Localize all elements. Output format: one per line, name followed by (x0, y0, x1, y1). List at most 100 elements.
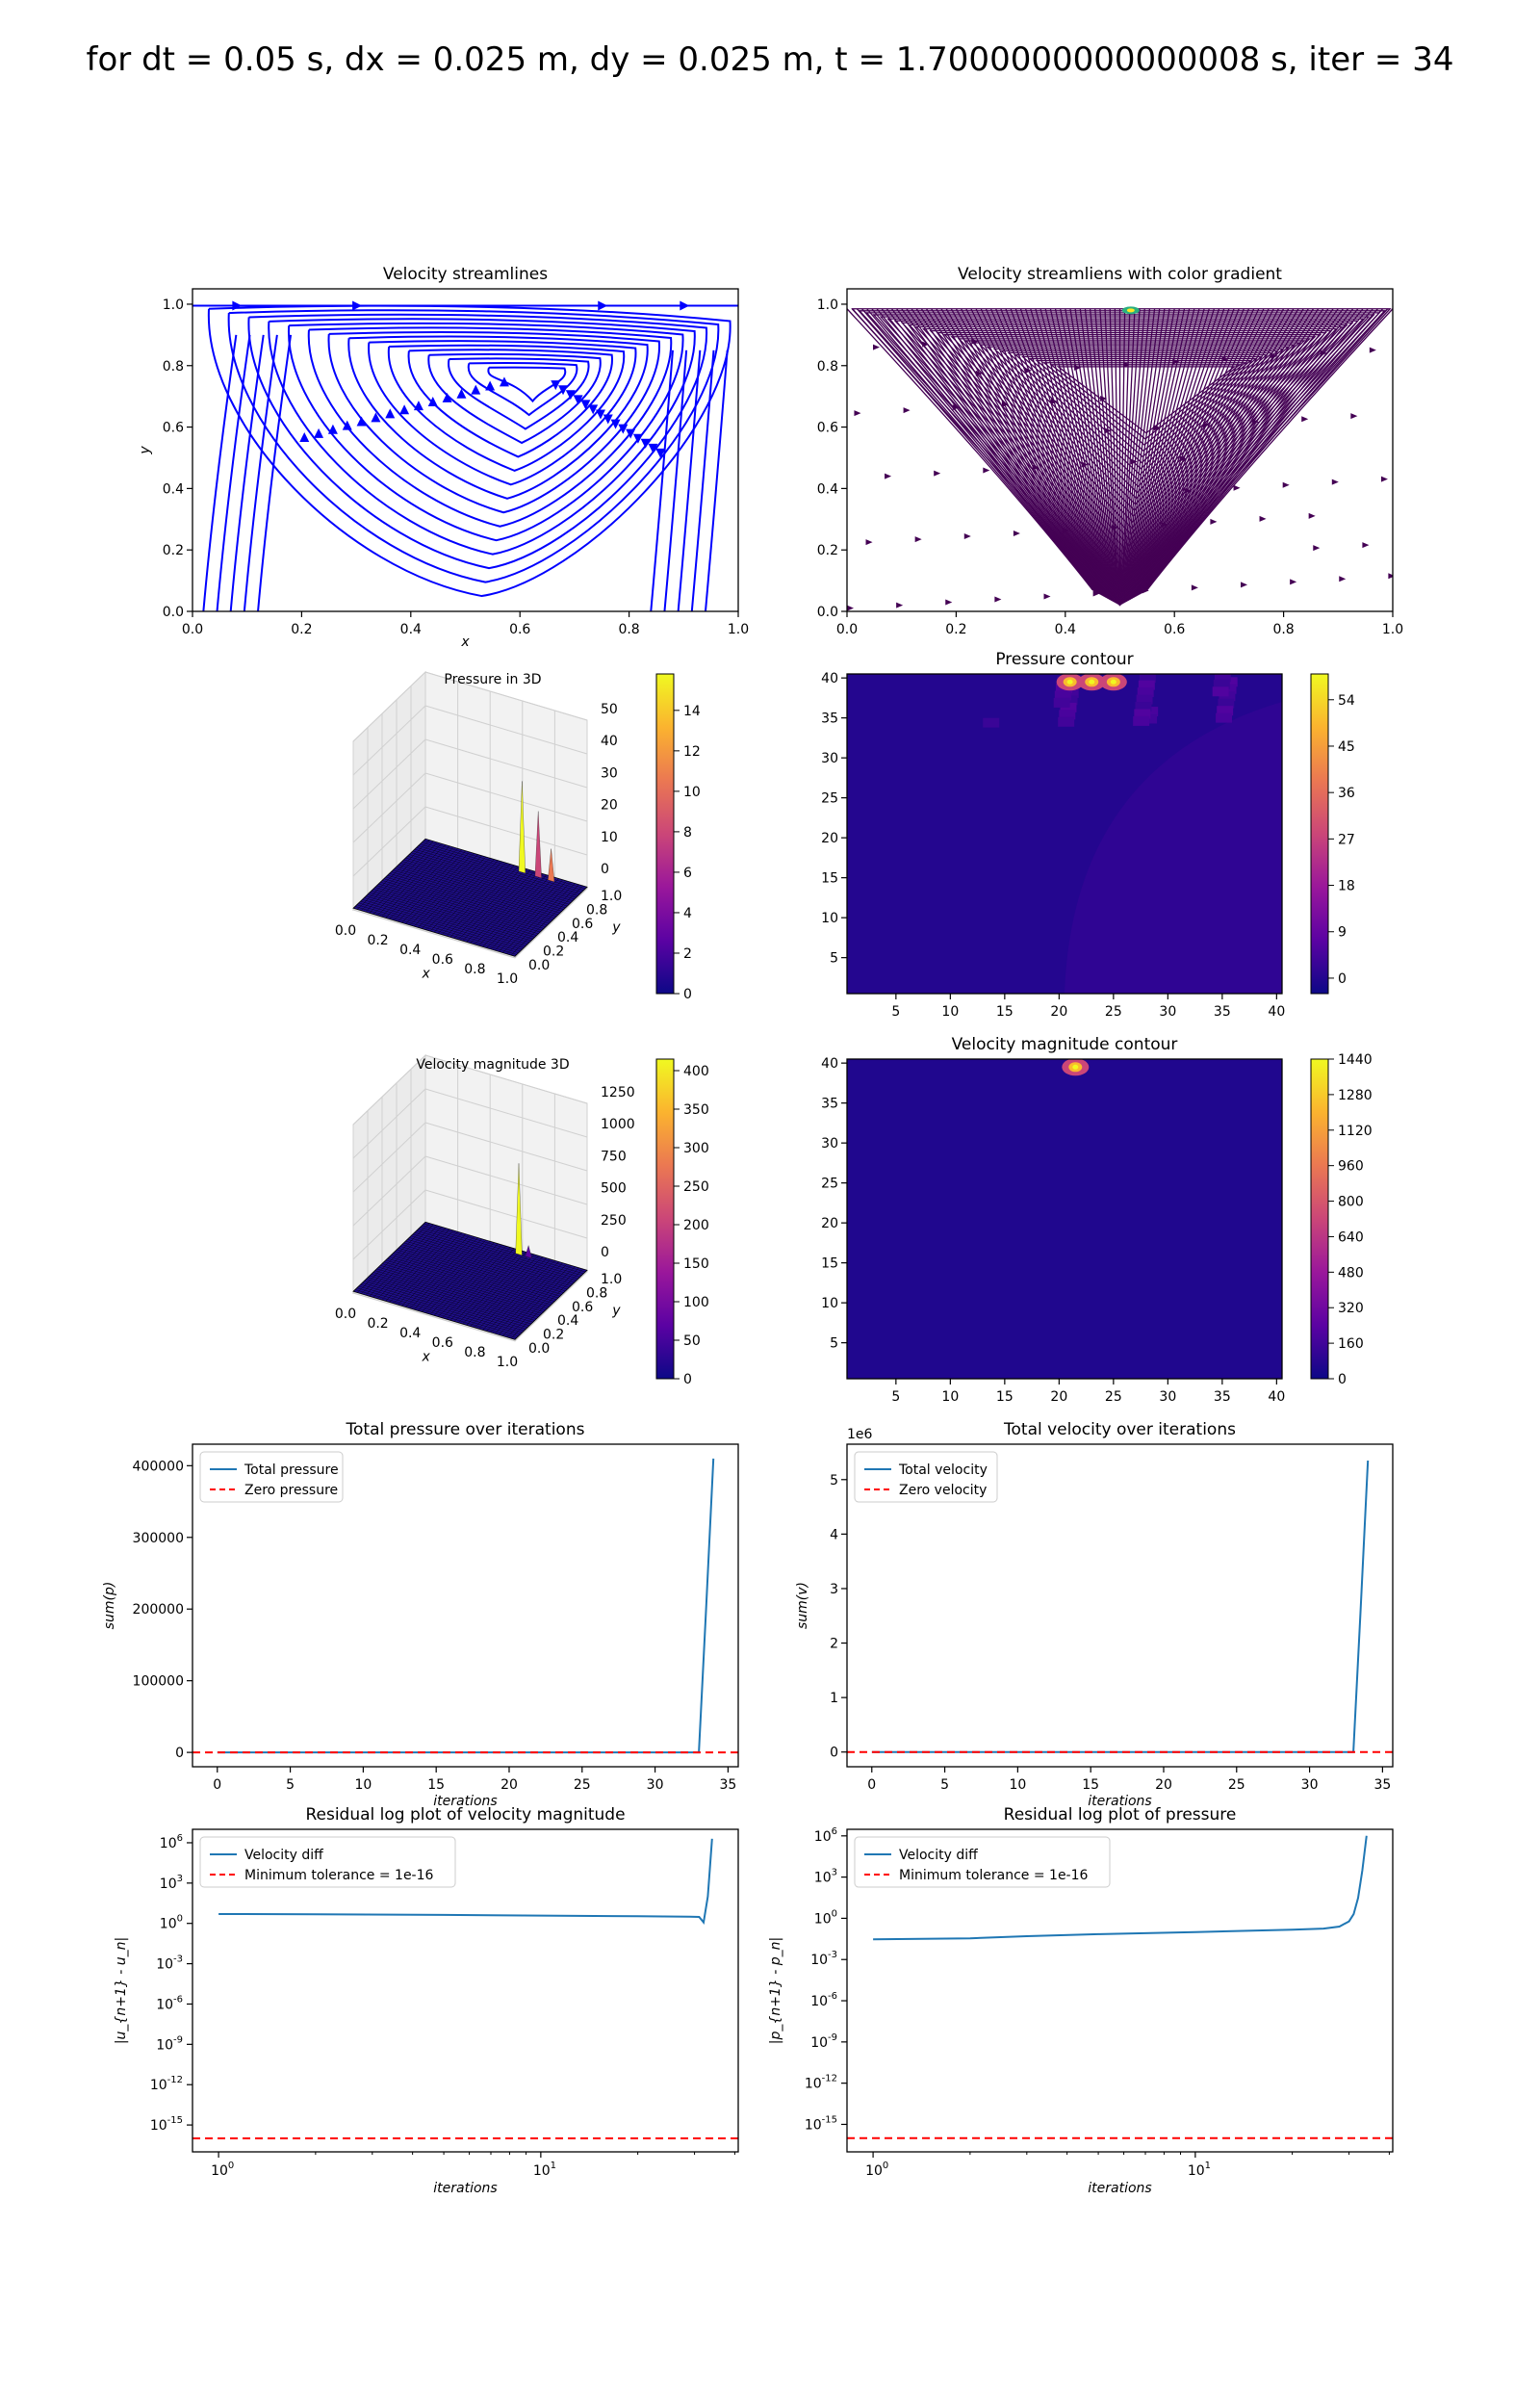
streamline-arrow (632, 433, 643, 444)
mesh-line (401, 861, 564, 910)
heatmap-hotspot-peak (1066, 679, 1073, 685)
heatmap-hotspot-peak (1072, 1064, 1079, 1070)
x-tick-label: 0.8 (464, 962, 485, 977)
streamline-arrow (399, 404, 410, 415)
x-tick-label: 35 (1214, 1389, 1231, 1405)
mesh-line (490, 879, 563, 949)
x-tick-label: 15 (996, 1389, 1014, 1405)
x-tick-label: 5 (940, 1777, 949, 1793)
streamline-arrow (618, 424, 629, 434)
colorbar (655, 673, 675, 995)
streamline-arrow (1380, 476, 1388, 482)
y-tick-label: 400000 (133, 1459, 184, 1474)
mesh-line (442, 1248, 515, 1318)
y-tick-label: 0.0 (817, 605, 838, 620)
x-tick-label: 20 (1155, 1777, 1172, 1793)
plot-area (847, 1835, 1393, 2139)
y-tick-label: 0.2 (543, 1328, 564, 1343)
y-tick-label: 35 (821, 712, 838, 727)
y-tick-label: 100000 (133, 1674, 184, 1690)
z-tick-label: 10 (601, 830, 618, 845)
mesh-line (414, 848, 577, 898)
streamline-arrow (1320, 349, 1327, 356)
grid-line (424, 772, 588, 822)
grid-line (352, 1088, 426, 1159)
surface-peak (515, 1163, 523, 1256)
x-tick-label: 5 (286, 1777, 295, 1793)
x-tick-label: 15 (1082, 1777, 1099, 1793)
streamline (690, 349, 715, 611)
chart-title: Velocity streamlines (383, 265, 548, 284)
y-axis-label: y (138, 446, 153, 455)
mesh-line (453, 1252, 527, 1322)
mesh-line (478, 1258, 552, 1330)
streamline (908, 324, 1349, 559)
colorbar-tick-label: 300 (683, 1141, 709, 1156)
x-tick-label: 100 (865, 2161, 888, 2179)
x-tick-label: 0.6 (432, 1335, 453, 1351)
mesh-line (420, 1227, 582, 1276)
mesh-line (391, 871, 553, 920)
heatmap-patch (983, 717, 1000, 728)
mesh-line (416, 1230, 578, 1280)
mesh-line (453, 868, 527, 939)
streamline-arrow (1210, 518, 1218, 525)
axes-frame (192, 288, 739, 612)
streamline (945, 308, 1104, 596)
legend: Total velocity Zero velocity (854, 1451, 998, 1503)
series-line-0 (871, 1460, 1370, 1753)
x-tick-label: 0.4 (1055, 622, 1076, 637)
heatmap-patch (1053, 697, 1070, 708)
y-tick-label: 25 (821, 791, 838, 807)
streamline-arrow (1063, 527, 1070, 533)
x-tick-label: 25 (1105, 1389, 1122, 1405)
streamline-arrow (371, 412, 381, 423)
z-tick-label: 0 (601, 862, 609, 877)
x-tick-label: 0 (867, 1777, 876, 1793)
z-tick-label: 20 (601, 798, 618, 814)
z-tick-label: 50 (601, 702, 618, 717)
mesh-line (409, 854, 572, 903)
streamline-arrow (914, 536, 922, 543)
streamline-arrow (934, 470, 941, 477)
chart-title: Residual log plot of pressure (1004, 1805, 1237, 1825)
legend-label: Velocity diff (899, 1848, 978, 1863)
mesh-line (409, 1237, 572, 1286)
legend: Velocity diff Minimum tolerance = 1e-16 (854, 1836, 1111, 1888)
streamline-arrow (1179, 455, 1187, 462)
streamline (901, 308, 1099, 594)
colorbar-tick-label: 800 (1338, 1195, 1364, 1210)
y-tick-label: 0.8 (163, 359, 184, 375)
streamline-arrow (580, 400, 591, 410)
y-tick-label: 1.0 (601, 889, 622, 904)
streamline-arrow (1092, 590, 1100, 597)
streamline (243, 334, 278, 611)
legend-box (199, 1451, 344, 1503)
x-tick-label: 30 (1159, 1389, 1176, 1405)
streamline-arrow (499, 376, 509, 387)
heatmap-body (847, 674, 1282, 994)
x-axis-label: iterations (1088, 2181, 1151, 2196)
heatmap-region (1065, 702, 1282, 994)
mesh-line (502, 883, 576, 953)
y-tick-label: 10-9 (810, 2032, 837, 2051)
streamline (347, 335, 649, 500)
axes-frame (846, 1828, 1394, 2153)
legend-box (854, 1836, 1111, 1888)
streamline-arrow (983, 467, 990, 474)
streamline (288, 322, 684, 542)
streamline-arrow (971, 338, 979, 345)
grid-line (352, 1189, 426, 1260)
heatmap-patch (1138, 680, 1155, 690)
grid-line (424, 705, 588, 755)
heatmap-body (847, 1059, 1282, 1379)
streamline-arrow (1191, 584, 1198, 591)
grid-line (424, 1122, 588, 1172)
colorbar-tick-label: 6 (683, 866, 692, 881)
streamline-arrow (945, 599, 953, 606)
streamline-arrow (922, 341, 930, 348)
streamline-arrow (573, 395, 583, 405)
legend-label: Velocity diff (244, 1848, 323, 1863)
mesh-line (458, 869, 531, 940)
